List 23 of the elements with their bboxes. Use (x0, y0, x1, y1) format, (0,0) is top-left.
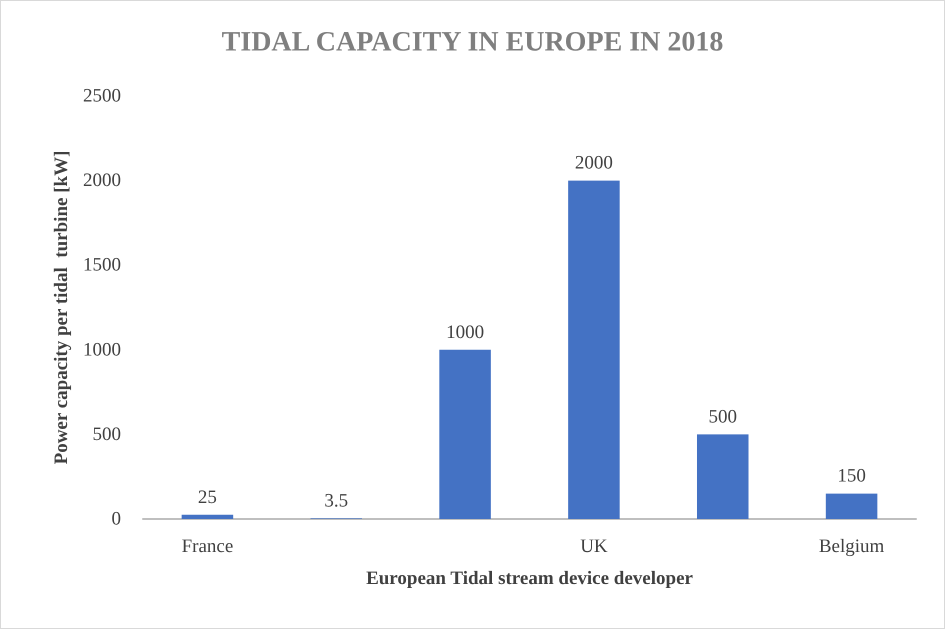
y-tick-label: 1000 (83, 339, 121, 360)
data-label: 500 (708, 406, 737, 428)
data-label: 1000 (446, 322, 484, 343)
x-tick-label: Belgium (818, 536, 885, 557)
y-tick-label: 500 (92, 424, 121, 445)
x-tick-label: France (182, 536, 234, 557)
y-tick-label: 2000 (83, 170, 121, 192)
data-label: 25 (198, 486, 217, 508)
bar (182, 514, 234, 519)
y-tick-label: 1500 (83, 254, 121, 276)
bar (568, 180, 620, 519)
x-axis-title: European Tidal stream device developer (366, 568, 694, 589)
data-label: 2000 (574, 152, 613, 174)
data-label: 3.5 (324, 490, 348, 512)
y-tick-label: 2500 (83, 86, 121, 106)
bar (439, 350, 491, 519)
bar (826, 494, 878, 519)
data-label: 150 (837, 466, 866, 487)
y-axis-title: Power capacity per tidal turbine [kW] (51, 150, 72, 464)
x-tick-label: UK (580, 536, 608, 557)
bar (696, 434, 749, 519)
chart-title: TIDAL CAPACITY IN EUROPE IN 2018 (222, 26, 724, 58)
y-tick-label: 0 (112, 508, 121, 530)
